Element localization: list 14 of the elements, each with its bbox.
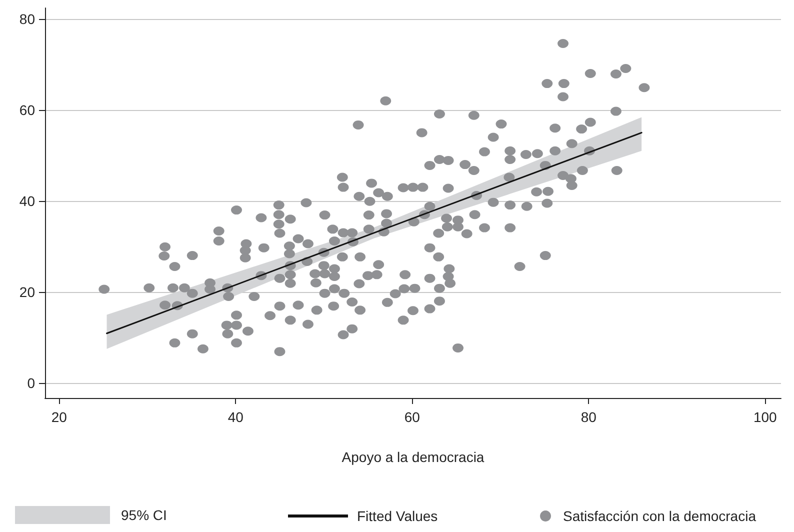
x-tick-label: 20 (51, 409, 68, 425)
y-tick-label: 0 (27, 374, 36, 391)
x-axis-title: Apoyo a la democracia (342, 449, 484, 465)
legend-label: Fitted Values (357, 508, 438, 524)
x-tick-label: 40 (228, 409, 244, 425)
y-tick-label: 60 (19, 102, 36, 118)
x-tick-label: 100 (753, 409, 778, 425)
text: 95% CI (121, 507, 167, 523)
y-tick-label: 40 (19, 192, 36, 209)
legend-label: Satisfacción con la democracia (563, 508, 756, 524)
x-tick-label: 80 (580, 409, 597, 425)
y-tick-label: 80 (19, 10, 36, 27)
y-tick-label: 20 (19, 284, 36, 300)
x-tick-label: 60 (404, 409, 420, 425)
